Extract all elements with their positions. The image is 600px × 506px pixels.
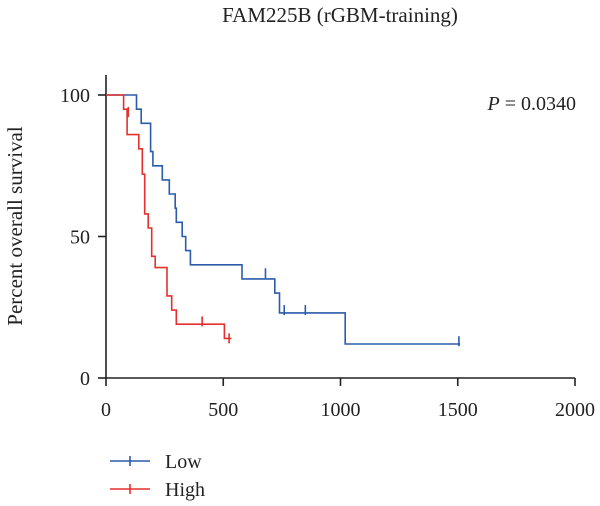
series-high-line [106,94,232,340]
tick-marks [98,94,576,386]
y-tick-label: 100 [60,85,90,107]
x-tick-label: 1000 [321,399,361,421]
legend-high-label: High [165,479,205,501]
p-value-annotation: P = 0.0340 [487,93,577,115]
tick-labels: 0 500 1000 1500 2000 0 50 100 [60,85,595,421]
y-tick-label: 50 [70,227,90,249]
x-tick-label: 0 [101,399,111,421]
x-tick-label: 500 [208,399,238,421]
series-low-line [106,94,461,345]
x-tick-label: 2000 [555,399,595,421]
p-value-symbol: P [487,93,500,115]
legend: Low High [110,451,205,501]
chart-title: FAM225B (rGBM-training) [222,3,458,27]
legend-low-label: Low [165,451,202,473]
x-tick-label: 1500 [438,399,478,421]
series-layer [106,94,461,347]
axes [105,75,575,379]
y-tick-label: 0 [80,368,90,390]
y-axis-title: Percent overall survival [3,126,27,326]
p-value-text: = 0.0340 [500,93,576,115]
